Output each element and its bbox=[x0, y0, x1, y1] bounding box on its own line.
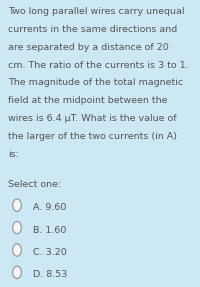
Text: The magnitude of the total magnetic: The magnitude of the total magnetic bbox=[8, 78, 183, 87]
Text: are separated by a distance of 20: are separated by a distance of 20 bbox=[8, 43, 169, 52]
Circle shape bbox=[14, 201, 20, 210]
Text: currents in the same directions and: currents in the same directions and bbox=[8, 25, 177, 34]
Text: Select one:: Select one: bbox=[8, 180, 61, 189]
Text: B. 1.60: B. 1.60 bbox=[33, 226, 66, 235]
Circle shape bbox=[13, 266, 21, 279]
Text: wires is 6.4 μT. What is the value of: wires is 6.4 μT. What is the value of bbox=[8, 114, 177, 123]
Text: C. 3.20: C. 3.20 bbox=[33, 248, 67, 257]
Text: A. 9.60: A. 9.60 bbox=[33, 203, 66, 212]
Circle shape bbox=[13, 221, 21, 234]
Circle shape bbox=[13, 244, 21, 256]
Circle shape bbox=[13, 199, 21, 212]
Text: cm. The ratio of the currents is 3 to 1.: cm. The ratio of the currents is 3 to 1. bbox=[8, 61, 189, 69]
Circle shape bbox=[14, 245, 20, 255]
Text: D. 8.53: D. 8.53 bbox=[33, 270, 67, 280]
Text: is:: is: bbox=[8, 150, 19, 158]
Circle shape bbox=[14, 223, 20, 232]
Text: field at the midpoint between the: field at the midpoint between the bbox=[8, 96, 168, 105]
Text: the larger of the two currents (in A): the larger of the two currents (in A) bbox=[8, 132, 177, 141]
Text: Two long parallel wires carry unequal: Two long parallel wires carry unequal bbox=[8, 7, 184, 16]
Circle shape bbox=[14, 267, 20, 277]
